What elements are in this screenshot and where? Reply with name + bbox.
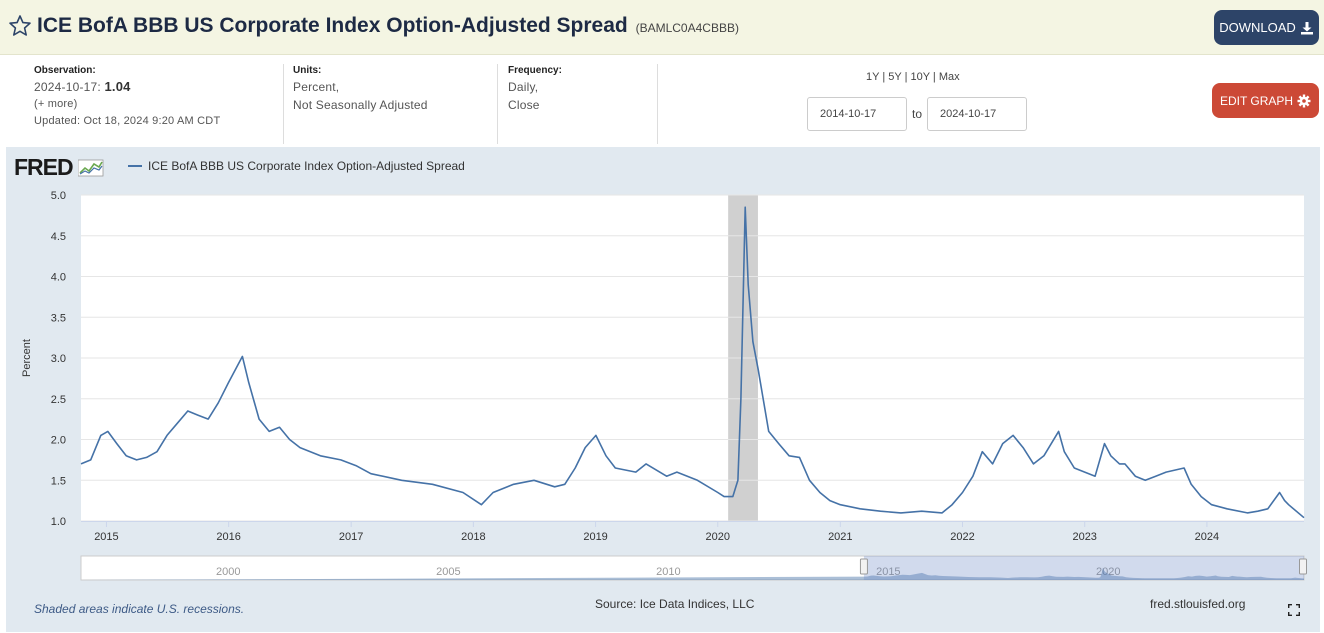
navigator-label: 2000	[216, 566, 240, 578]
start-date-input[interactable]: 2014-10-17	[807, 97, 907, 131]
meta-divider	[657, 64, 658, 144]
edit-graph-label: EDIT GRAPH	[1219, 93, 1294, 108]
x-tick-label: 2017	[339, 531, 363, 543]
navigator-selection[interactable]	[863, 556, 1304, 580]
meta-divider	[497, 64, 498, 144]
title-bar: ICE BofA BBB US Corporate Index Option-A…	[0, 0, 1324, 55]
x-tick-label: 2021	[828, 531, 852, 543]
navigator-handle[interactable]	[1299, 558, 1307, 575]
legend-entry: ICE BofA BBB US Corporate Index Option-A…	[148, 159, 465, 173]
units-panel: Units: Percent, Not Seasonally Adjusted	[293, 64, 428, 114]
units-line1: Percent,	[293, 80, 340, 94]
range-selector: 1Y | 5Y | 10Y | Max	[866, 71, 960, 83]
range-5y[interactable]: 5Y	[888, 71, 902, 83]
star-icon[interactable]	[8, 14, 32, 38]
navigator-series	[81, 567, 1304, 580]
y-tick-label: 3.5	[51, 312, 66, 324]
download-label: DOWNLOAD	[1219, 20, 1296, 35]
fred-url-link[interactable]: fred.stlouisfed.org	[1150, 597, 1246, 611]
fullscreen-icon[interactable]	[1288, 604, 1300, 616]
range-max[interactable]: Max	[938, 71, 960, 83]
observation-panel: Observation: 2024-10-17: 1.04 (+ more) U…	[34, 64, 220, 130]
y-tick-label: 4.0	[51, 272, 66, 284]
date-to-label: to	[912, 107, 923, 121]
navigator-label: 2020	[1096, 566, 1120, 578]
range-10y[interactable]: 10Y	[910, 71, 930, 83]
series-id: (BAMLC0A4CBBB)	[635, 21, 739, 35]
x-tick-label: 2020	[706, 531, 730, 543]
x-tick-label: 2022	[950, 531, 974, 543]
observation-label: Observation:	[34, 65, 96, 76]
edit-graph-button[interactable]: EDIT GRAPH	[1212, 83, 1319, 118]
updated-timestamp: Updated: Oct 18, 2024 9:20 AM CDT	[34, 115, 221, 127]
chart-legend: ICE BofA BBB US Corporate Index Option-A…	[128, 159, 465, 173]
y-tick-label: 2.5	[51, 394, 66, 406]
gear-icon	[1297, 94, 1311, 107]
page-title: ICE BofA BBB US Corporate Index Option-A…	[37, 14, 739, 38]
navigator-track	[80, 555, 1305, 581]
frequency-label: Frequency:	[508, 65, 562, 76]
y-tick-label: 5.0	[51, 190, 66, 202]
meta-divider	[283, 64, 284, 144]
y-axis-label: Percent	[21, 339, 33, 377]
end-date-input[interactable]: 2024-10-17	[927, 97, 1027, 131]
units-line2: Not Seasonally Adjusted	[293, 98, 428, 112]
navigator-label: 2010	[656, 566, 680, 578]
x-tick-label: 2015	[94, 531, 118, 543]
observation-value: 1.04	[104, 79, 131, 94]
frequency-panel: Frequency: Daily, Close	[508, 64, 562, 114]
frequency-line1: Daily,	[508, 80, 539, 94]
source-note: Source: Ice Data Indices, LLC	[595, 597, 755, 611]
y-tick-label: 1.5	[51, 475, 66, 487]
x-tick-label: 2016	[216, 531, 240, 543]
y-tick-label: 2.0	[51, 435, 66, 447]
navigator-label: 2005	[436, 566, 460, 578]
recession-note: Shaded areas indicate U.S. recessions.	[34, 602, 245, 616]
y-tick-label: 4.5	[51, 231, 66, 243]
range-1y[interactable]: 1Y	[866, 71, 880, 83]
navigator-label: 2015	[876, 566, 900, 578]
series-title: ICE BofA BBB US Corporate Index Option-A…	[37, 14, 628, 37]
download-icon	[1300, 21, 1313, 34]
units-label: Units:	[293, 65, 322, 76]
x-tick-label: 2018	[461, 531, 485, 543]
y-tick-label: 3.0	[51, 353, 66, 365]
frequency-line2: Close	[508, 98, 540, 112]
x-tick-label: 2023	[1072, 531, 1096, 543]
more-observations-link[interactable]: (+ more)	[34, 98, 78, 110]
navigator-handle[interactable]	[859, 558, 868, 575]
series-line[interactable]	[80, 206, 1305, 519]
y-tick-label: 1.0	[51, 516, 66, 528]
download-button[interactable]: DOWNLOAD	[1214, 10, 1319, 45]
x-tick-label: 2024	[1195, 531, 1219, 543]
legend-swatch	[128, 165, 142, 167]
x-tick-label: 2019	[583, 531, 607, 543]
fred-logo[interactable]: FRED	[14, 154, 104, 181]
fred-logo-chart-icon	[77, 159, 104, 177]
observation-date: 2024-10-17:	[34, 80, 101, 94]
